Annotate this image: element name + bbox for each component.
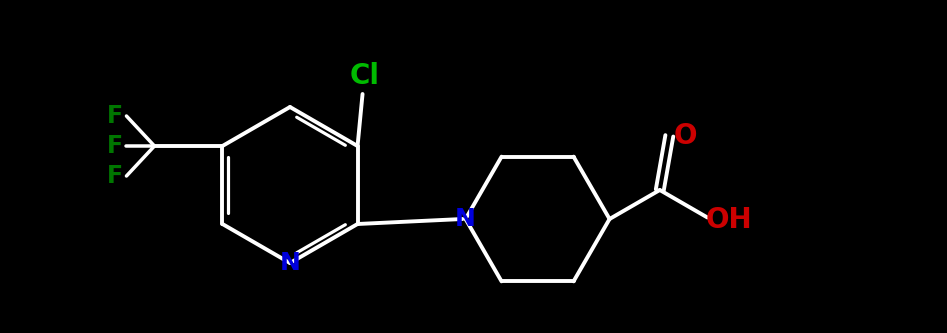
Text: Cl: Cl: [349, 62, 380, 90]
Text: F: F: [106, 134, 122, 158]
Text: F: F: [106, 164, 122, 188]
Text: O: O: [673, 122, 697, 150]
Text: N: N: [279, 251, 300, 275]
Text: N: N: [456, 207, 476, 231]
Text: OH: OH: [706, 205, 753, 233]
Text: F: F: [106, 104, 122, 128]
